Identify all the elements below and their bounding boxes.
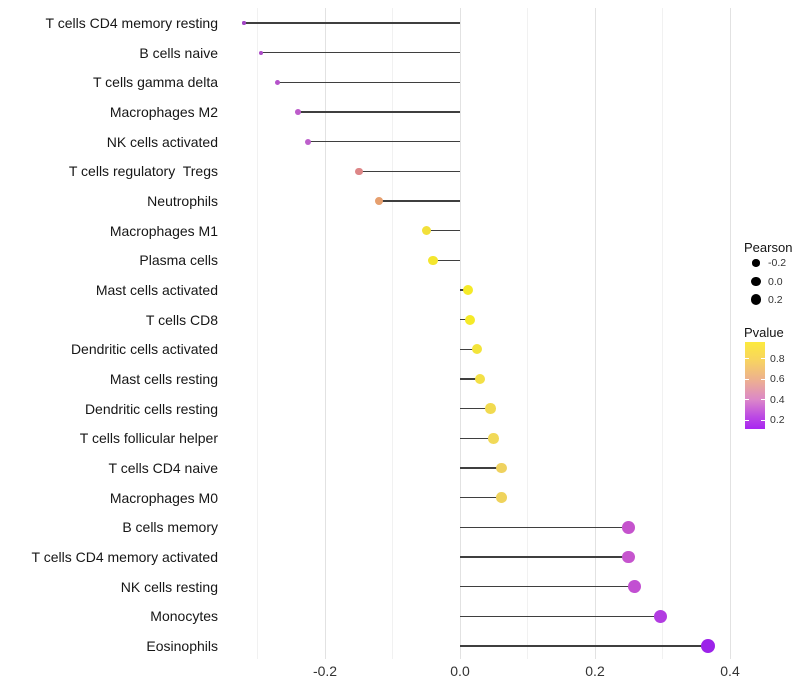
gridline-major [729,8,731,659]
lollipop-stem [460,378,481,380]
colorbar-tick [745,419,749,421]
y-axis-label: Eosinophils [146,638,218,654]
data-point [421,226,431,236]
gridline-major [594,8,596,659]
y-axis-label: Mast cells activated [95,282,218,298]
y-axis-label: T cells regulatory Tregs [68,163,218,180]
size-legend-dot [752,259,760,267]
lollipop-stem [460,348,477,351]
y-axis-label: T cells CD4 memory activated [31,549,218,565]
gridline-minor [662,8,663,659]
size-legend-label: 0.0 [768,275,783,288]
lollipop-stem [460,526,629,529]
data-point [471,344,482,355]
y-axis-label: Mast cells resting [109,371,218,387]
lollipop-stem [460,615,661,618]
gridline-major [324,8,326,659]
y-axis-label: T cells follicular helper [79,430,218,447]
y-axis-label: NK cells activated [106,133,218,150]
x-axis-tick-label: -0.2 [312,663,338,679]
size-legend-dot [750,294,762,305]
colorbar-tick-label: 0.8 [770,352,785,365]
lollipop-stem [460,585,635,588]
data-point [242,21,246,25]
data-point [621,520,635,534]
x-axis-tick-label: 0.0 [450,663,470,679]
lollipop-stem [260,51,460,54]
data-point [428,255,438,265]
colorbar-tick [745,358,749,360]
lollipop-stem [460,496,502,499]
size-legend-dot [751,276,761,287]
colorbar-tick [761,419,765,421]
gridline-minor [257,8,258,659]
lollipop-stem [358,170,460,173]
data-point [275,79,281,85]
size-legend-label: -0.2 [768,257,787,269]
data-point [488,433,500,444]
y-axis-label: B cells naive [139,44,218,61]
data-point [485,403,496,414]
lollipop-stem [298,111,460,113]
data-point [354,167,363,176]
colorbar-tick [761,358,765,360]
data-point [465,314,476,325]
color-legend-title: Pvalue [744,325,784,340]
colorbar-tick [745,378,749,380]
x-axis-tick-label: 0.2 [585,663,605,679]
y-axis-label: B cells memory [122,519,218,536]
data-point [305,138,312,145]
y-axis-label: T cells CD4 memory resting [45,15,218,31]
gridline-major [459,8,461,659]
data-point [475,373,486,385]
data-point [622,550,636,564]
data-point [496,462,508,474]
lollipop-stem [460,645,708,647]
lollipop-stem [460,556,629,558]
y-axis-label: NK cells resting [120,578,218,595]
size-legend-label: 0.2 [768,293,783,306]
y-axis-label: T cells CD8 [145,311,218,328]
data-point [700,638,715,654]
data-point [295,109,301,115]
lollipop-stem [433,259,460,262]
data-point [463,284,474,296]
lollipop-stem [308,140,460,143]
colorbar-tick [761,378,765,380]
data-point [374,196,384,206]
lollipop-stem [460,407,491,410]
y-axis-label: T cells gamma delta [92,74,218,91]
y-axis-label: Macrophages M2 [109,104,218,120]
y-axis-label: Dendritic cells activated [70,341,218,358]
lollipop-stem [379,200,460,202]
gridline-minor [392,8,393,659]
lollipop-stem [244,22,460,24]
data-point [653,609,668,624]
lollipop-stem [460,467,502,469]
colorbar-tick-label: 0.6 [770,373,785,386]
pvalue-colorbar [745,342,765,429]
gridline-minor [527,8,528,659]
x-axis-tick-label: 0.4 [720,663,740,679]
size-legend-title: Pearson [744,240,793,255]
colorbar-tick [745,399,749,401]
lollipop-stem [426,229,460,232]
lollipop-stem [277,81,460,84]
y-axis-label: Monocytes [150,608,218,625]
colorbar-tick-label: 0.2 [770,414,785,427]
data-point [258,50,263,55]
y-axis-label: Macrophages M0 [109,489,218,506]
data-point [495,492,507,504]
lollipop-stem [460,437,494,440]
y-axis-label: Macrophages M1 [109,222,218,239]
colorbar-tick [761,399,765,401]
colorbar-tick-label: 0.4 [770,393,785,406]
y-axis-label: Dendritic cells resting [84,400,218,417]
data-point [627,580,641,594]
y-axis-label: T cells CD4 naive [108,460,218,476]
y-axis-label: Neutrophils [147,193,218,209]
y-axis-label: Plasma cells [139,252,218,269]
